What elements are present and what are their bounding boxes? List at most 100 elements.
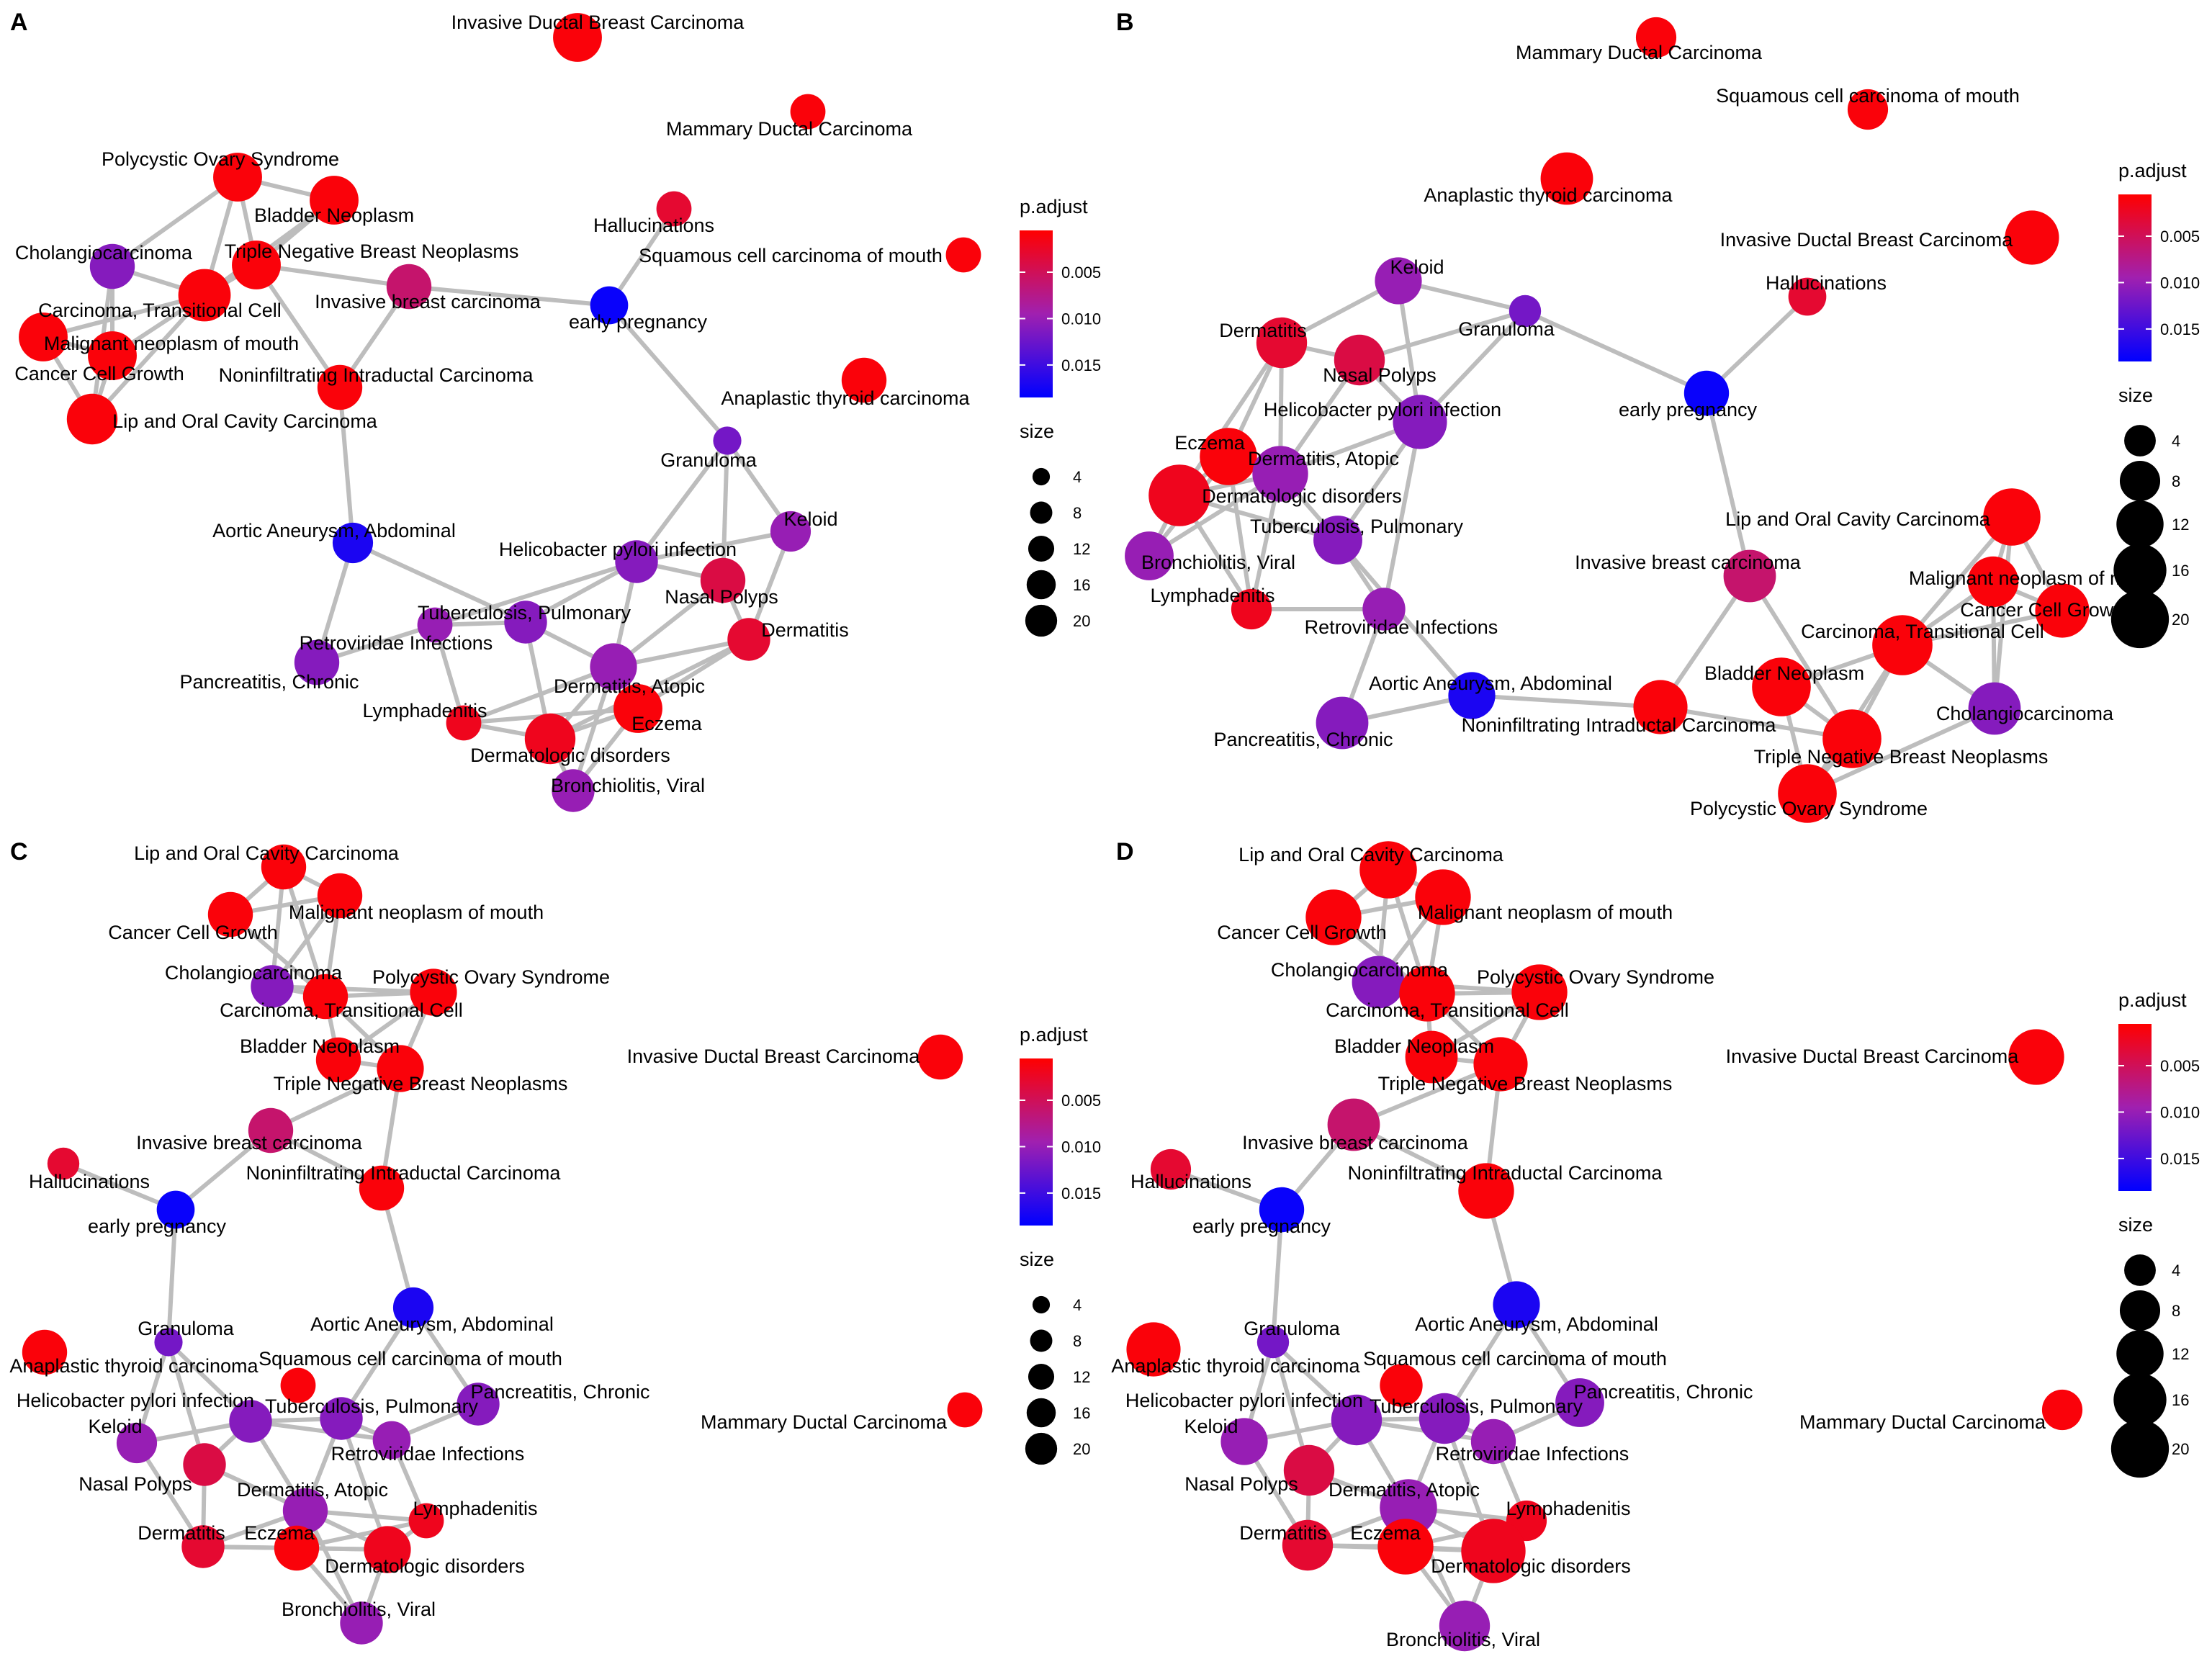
node-noninfiltrating-intraductal-carcinoma[interactable] <box>317 364 363 410</box>
node-invasive-breast-carcinoma[interactable] <box>386 264 432 310</box>
node-cancer-cell-growth[interactable] <box>207 891 253 938</box>
node-anaplastic-thyroid-carcinoma[interactable] <box>841 357 887 403</box>
node-carcinoma-transitional-cell[interactable] <box>178 269 231 322</box>
node-noninfiltrating-intraductal-carcinoma[interactable] <box>359 1165 405 1211</box>
node-helicobacter-pylori-infection[interactable] <box>1393 395 1447 449</box>
node-tuberculosis-pulmonary[interactable] <box>504 601 547 644</box>
node-invasive-ductal-breast-carcinoma[interactable] <box>553 13 602 62</box>
node-bladder-neoplasm[interactable] <box>315 1037 361 1083</box>
node-tuberculosis-pulmonary[interactable] <box>1419 1393 1470 1444</box>
node-granuloma[interactable] <box>154 1328 183 1357</box>
node-granuloma[interactable] <box>1256 1326 1290 1359</box>
node-cancer-cell-growth[interactable] <box>19 313 68 361</box>
node-cholangiocarcinoma[interactable] <box>1968 682 2021 735</box>
node-bronchiolitis-viral[interactable] <box>340 1601 383 1645</box>
node-noninfiltrating-intraductal-carcinoma[interactable] <box>1458 1163 1514 1219</box>
node-anaplastic-thyroid-carcinoma[interactable] <box>1126 1322 1181 1377</box>
node-hallucinations[interactable] <box>47 1147 80 1180</box>
node-bladder-neoplasm[interactable] <box>1752 657 1811 716</box>
node-lymphadenitis[interactable] <box>408 1503 444 1539</box>
node-cancer-cell-growth[interactable] <box>2035 583 2090 638</box>
node-helicobacter-pylori-infection[interactable] <box>615 540 658 583</box>
node-cholangiocarcinoma[interactable] <box>89 243 135 289</box>
node-dermatitis[interactable] <box>727 618 770 661</box>
node-triple-negative-breast-neoplasms[interactable] <box>232 240 281 289</box>
node-keloid[interactable] <box>116 1422 158 1464</box>
node-carcinoma-transitional-cell[interactable] <box>1399 966 1455 1022</box>
node-aortic-aneurysm-abdominal[interactable] <box>332 522 374 564</box>
node-mammary-ductal-carcinoma[interactable] <box>947 1392 983 1428</box>
node-hallucinations[interactable] <box>1150 1148 1192 1190</box>
node-lip-and-oral-cavity-carcinoma[interactable] <box>1983 488 2041 546</box>
node-lymphadenitis[interactable] <box>1231 588 1272 630</box>
node-anaplastic-thyroid-carcinoma[interactable] <box>1540 152 1593 205</box>
node-lip-and-oral-cavity-carcinoma[interactable] <box>66 393 118 445</box>
node-dermatologic-disorders[interactable] <box>364 1526 411 1573</box>
node-invasive-ductal-breast-carcinoma[interactable] <box>917 1034 963 1080</box>
node-nasal-polyps[interactable] <box>1334 334 1385 386</box>
node-eczema[interactable] <box>274 1525 320 1571</box>
node-bronchiolitis-viral[interactable] <box>1125 531 1174 580</box>
node-polycystic-ovary-syndrome[interactable] <box>213 153 262 202</box>
node-mammary-ductal-carcinoma[interactable] <box>790 94 826 130</box>
node-malignant-neoplasm-of-mouth[interactable] <box>1967 556 2019 608</box>
node-mammary-ductal-carcinoma[interactable] <box>1635 17 1677 58</box>
node-invasive-breast-carcinoma[interactable] <box>1723 549 1776 603</box>
node-triple-negative-breast-neoplasms[interactable] <box>377 1045 424 1092</box>
node-early-pregnancy[interactable] <box>590 286 629 325</box>
node-bronchiolitis-viral[interactable] <box>552 769 595 812</box>
node-nasal-polyps[interactable] <box>183 1443 226 1486</box>
node-retroviridae-infections[interactable] <box>1362 588 1406 631</box>
node-hallucinations[interactable] <box>1788 277 1827 316</box>
node-eczema[interactable] <box>613 684 662 733</box>
node-tuberculosis-pulmonary[interactable] <box>320 1397 363 1440</box>
node-squamous-cell-carcinoma-of-mouth[interactable] <box>945 237 981 273</box>
node-anaplastic-thyroid-carcinoma[interactable] <box>22 1329 68 1375</box>
node-malignant-neoplasm-of-mouth[interactable] <box>317 873 363 919</box>
node-helicobacter-pylori-infection[interactable] <box>1331 1394 1382 1446</box>
node-dermatologic-disorders[interactable] <box>1148 464 1210 526</box>
node-granuloma[interactable] <box>713 426 742 455</box>
node-invasive-ductal-breast-carcinoma[interactable] <box>2005 210 2059 265</box>
node-cancer-cell-growth[interactable] <box>1305 889 1362 945</box>
node-polycystic-ovary-syndrome[interactable] <box>1511 964 1568 1020</box>
node-cholangiocarcinoma[interactable] <box>1352 956 1405 1009</box>
node-dermatitis-atopic[interactable] <box>282 1488 328 1534</box>
node-early-pregnancy[interactable] <box>156 1190 195 1229</box>
node-pancreatitis-chronic[interactable] <box>294 639 340 685</box>
node-keloid[interactable] <box>770 511 811 552</box>
node-polycystic-ovary-syndrome[interactable] <box>410 968 457 1016</box>
node-nasal-polyps[interactable] <box>700 557 746 603</box>
node-eczema[interactable] <box>1200 428 1257 485</box>
node-dermatitis-atopic[interactable] <box>590 643 637 691</box>
node-squamous-cell-carcinoma-of-mouth[interactable] <box>1380 1364 1423 1407</box>
node-aortic-aneurysm-abdominal[interactable] <box>1448 672 1496 719</box>
node-squamous-cell-carcinoma-of-mouth[interactable] <box>280 1367 316 1403</box>
node-noninfiltrating-intraductal-carcinoma[interactable] <box>1633 680 1688 734</box>
node-polycystic-ovary-syndrome[interactable] <box>1778 764 1837 823</box>
node-pancreatitis-chronic[interactable] <box>1555 1378 1604 1427</box>
node-bronchiolitis-viral[interactable] <box>1439 1600 1491 1652</box>
node-tuberculosis-pulmonary[interactable] <box>1313 516 1362 565</box>
node-granuloma[interactable] <box>1509 295 1542 328</box>
node-hallucinations[interactable] <box>656 191 692 227</box>
node-aortic-aneurysm-abdominal[interactable] <box>1493 1281 1540 1328</box>
node-malignant-neoplasm-of-mouth[interactable] <box>1415 869 1471 925</box>
node-cholangiocarcinoma[interactable] <box>251 965 294 1008</box>
node-dermatitis[interactable] <box>1282 1519 1334 1571</box>
node-pancreatitis-chronic[interactable] <box>1316 696 1369 750</box>
node-malignant-neoplasm-of-mouth[interactable] <box>88 331 137 380</box>
node-lip-and-oral-cavity-carcinoma[interactable] <box>1359 841 1417 899</box>
node-lymphadenitis[interactable] <box>446 705 482 741</box>
node-early-pregnancy[interactable] <box>1259 1187 1305 1233</box>
node-bladder-neoplasm[interactable] <box>310 176 359 225</box>
node-lip-and-oral-cavity-carcinoma[interactable] <box>261 844 307 890</box>
node-dermatologic-disorders[interactable] <box>524 713 576 765</box>
node-triple-negative-breast-neoplasms[interactable] <box>1473 1037 1528 1092</box>
node-aortic-aneurysm-abdominal[interactable] <box>392 1287 434 1328</box>
node-invasive-ductal-breast-carcinoma[interactable] <box>2008 1029 2064 1085</box>
node-invasive-breast-carcinoma[interactable] <box>1327 1098 1380 1151</box>
node-triple-negative-breast-neoplasms[interactable] <box>1822 709 1881 768</box>
node-retroviridae-infections[interactable] <box>1470 1419 1516 1465</box>
node-nasal-polyps[interactable] <box>1283 1444 1335 1496</box>
